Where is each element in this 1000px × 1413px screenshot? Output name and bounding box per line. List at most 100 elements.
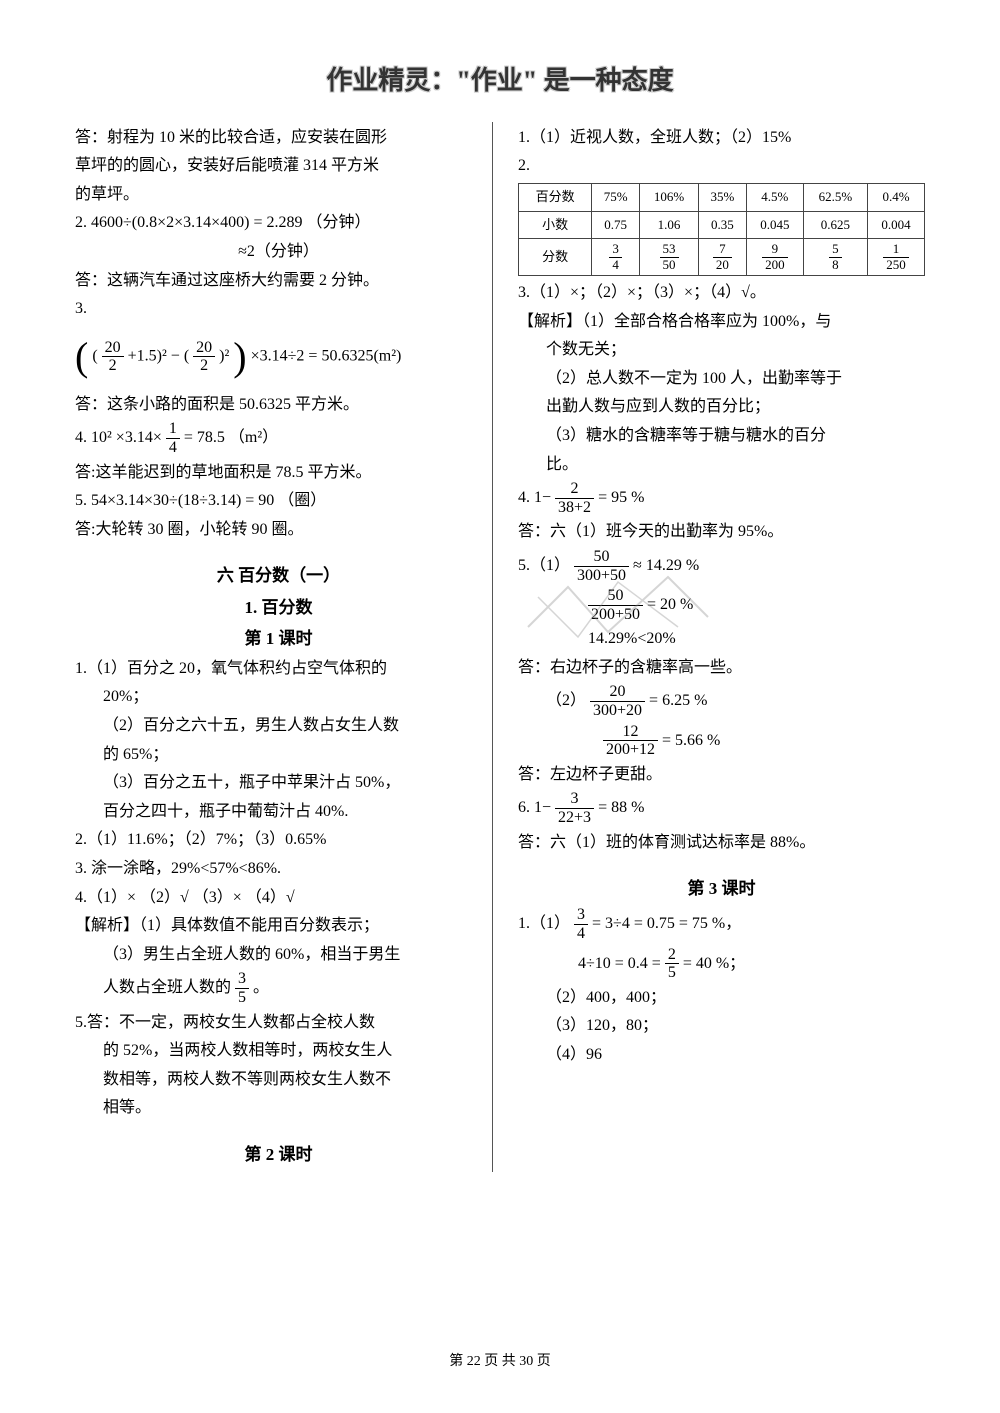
table-cell: 0.75 — [592, 211, 640, 239]
table-cell: 62.5% — [803, 183, 867, 211]
denominator: 38+2 — [555, 499, 594, 517]
denominator: 200 — [762, 258, 788, 272]
section-title: 第 2 课时 — [75, 1141, 482, 1168]
answer-line: 答：左边杯子更甜。 — [518, 762, 925, 788]
numerator: 3 — [574, 906, 588, 925]
text-line: 5.答：不一定，两校女生人数都占全校人数 — [75, 1010, 482, 1036]
formula-line: （2） 20 300+20 = 6.25 % — [518, 683, 925, 719]
formula-text: 4. 10² ×3.14× — [75, 429, 162, 446]
formula-text: = 5.66 % — [662, 731, 720, 748]
table-cell: 1250 — [867, 239, 924, 276]
fraction: 20 300+20 — [590, 683, 645, 719]
answer-line: 答：六（1）班今天的出勤率为 95%。 — [518, 519, 925, 545]
formula-line: 6. 1− 3 22+3 = 88 % — [518, 790, 925, 826]
watermark-scribble — [518, 567, 718, 647]
formula-line: 12 200+12 = 5.66 % — [518, 723, 925, 759]
fraction: 3 22+3 — [555, 790, 594, 826]
numerator: 2 — [555, 480, 594, 499]
table-cell: 9200 — [746, 239, 803, 276]
table-cell: 58 — [803, 239, 867, 276]
answer-line: 答:大轮转 30 圈，小轮转 90 圈。 — [75, 517, 482, 543]
formula-text: ×3.14÷2 = 50.6325(m²) — [251, 347, 402, 364]
page-header: 作业精灵："作业" 是一种态度 — [0, 0, 1000, 112]
formula-line: 5. 54×3.14×30÷(18÷3.14) = 90 （圈） — [75, 488, 482, 514]
text-line: 的 52%，当两校人数相等时，两校女生人 — [75, 1038, 482, 1064]
question-label: 2. — [518, 153, 925, 179]
answer-line: 答：六（1）班的体育测试达标率是 88%。 — [518, 830, 925, 856]
fraction: 2 5 — [665, 946, 679, 982]
text-line: 数相等，两校人数不等则两校女生人数不 — [75, 1067, 482, 1093]
table-row: 分数 34 5350 720 9200 58 1250 — [519, 239, 925, 276]
text-line: 2.（1）11.6%；（2）7%；（3）0.65% — [75, 827, 482, 853]
question-label: 3. — [75, 296, 482, 322]
formula-text: 6. 1− — [518, 799, 551, 816]
numerator: 5 — [829, 242, 842, 257]
right-column: 1.（1）近视人数，全班人数；（2）15% 2. 百分数 75% 106% 35… — [513, 122, 925, 1173]
formula-line: 50 200+50 = 20 % — [518, 587, 925, 623]
denominator: 8 — [829, 258, 842, 272]
answer-line: 答:这羊能迟到的草地面积是 78.5 平方米。 — [75, 460, 482, 486]
text-line: 3. 涂一涂略，29%<57%<86%. — [75, 856, 482, 882]
page-number: 第 22 页 共 30 页 — [449, 1354, 551, 1369]
text-line: 20%； — [75, 684, 482, 710]
numerator: 3 — [235, 970, 249, 989]
analysis-line: （2）总人数不一定为 100 人，出勤率等于 — [518, 366, 925, 392]
fraction: 3 4 — [574, 906, 588, 942]
numerator: 3 — [555, 790, 594, 809]
formula-text: 4÷10 = 0.4 = — [578, 954, 661, 971]
formula-text: = 88 % — [598, 799, 644, 816]
denominator: 2 — [102, 357, 124, 375]
fraction: 3 5 — [235, 970, 249, 1006]
fraction: 1 4 — [166, 420, 180, 456]
analysis-line: 个数无关； — [518, 337, 925, 363]
table-cell: 720 — [698, 239, 746, 276]
fraction: 2 38+2 — [555, 480, 594, 516]
table-cell: 35% — [698, 183, 746, 211]
left-column: 答：射程为 10 米的比较合适，应安装在圆形 草坪的的圆心，安装好后能喷灌 31… — [75, 122, 493, 1173]
table-row: 小数 0.75 1.06 0.35 0.045 0.625 0.004 — [519, 211, 925, 239]
numerator: 1 — [883, 242, 909, 257]
section-title: 六 百分数（一） — [75, 562, 482, 589]
table-row: 百分数 75% 106% 35% 4.5% 62.5% 0.4% — [519, 183, 925, 211]
formula-line: ≈2（分钟） — [75, 239, 482, 265]
text-line: 的 65%； — [75, 742, 482, 768]
numerator: 12 — [603, 723, 658, 742]
text-line: （4）96 — [518, 1042, 925, 1068]
denominator: 20 — [713, 258, 732, 272]
fraction: 20 2 — [193, 339, 215, 375]
formula-line: 1.（1） 3 4 = 3÷4 = 0.75 = 75 %， — [518, 906, 925, 942]
denominator: 50 — [660, 258, 679, 272]
numerator: 50 — [574, 548, 629, 567]
text: 。 — [253, 979, 269, 996]
formula-text: = 40 %； — [683, 954, 745, 971]
table-cell: 1.06 — [640, 211, 699, 239]
analysis-line: （3）糖水的含糖率等于糖与糖水的百分 — [518, 423, 925, 449]
formula-line: 2. 4600÷(0.8×2×3.14×400) = 2.289 （分钟） — [75, 210, 482, 236]
text-line: 3.（1）×；（2）×；（3）×；（4）√。 — [518, 280, 925, 306]
formula-text: +1.5)² − ( — [128, 347, 190, 364]
table-cell: 0.35 — [698, 211, 746, 239]
table-cell: 0.045 — [746, 211, 803, 239]
text-line: 的草坪。 — [75, 182, 482, 208]
table-cell: 分数 — [519, 239, 592, 276]
numerator: 7 — [713, 242, 732, 257]
analysis-line: 出勤人数与应到人数的百分比； — [518, 394, 925, 420]
table-cell: 106% — [640, 183, 699, 211]
table-cell: 34 — [592, 239, 640, 276]
formula-text: )² — [219, 347, 229, 364]
question-label: 1.（1） — [518, 915, 570, 932]
fraction: 20 2 — [102, 339, 124, 375]
denominator: 5 — [665, 964, 679, 982]
text-line: 相等。 — [75, 1095, 482, 1121]
denominator: 22+3 — [555, 809, 594, 827]
table-cell: 百分数 — [519, 183, 592, 211]
table-cell: 小数 — [519, 211, 592, 239]
text-line: 1.（1）近视人数，全班人数；（2）15% — [518, 125, 925, 151]
analysis-line: 人数占全班人数的 3 5 。 — [75, 970, 482, 1006]
header-title: 作业精灵："作业" 是一种态度 — [326, 66, 673, 95]
text-line: 百分之四十，瓶子中葡萄汁占 40%. — [75, 799, 482, 825]
table-cell: 5350 — [640, 239, 699, 276]
section-title: 第 3 课时 — [518, 875, 925, 902]
formula-text: 4. 1− — [518, 489, 551, 506]
text-line: 草坪的的圆心，安装好后能喷灌 314 平方米 — [75, 153, 482, 179]
